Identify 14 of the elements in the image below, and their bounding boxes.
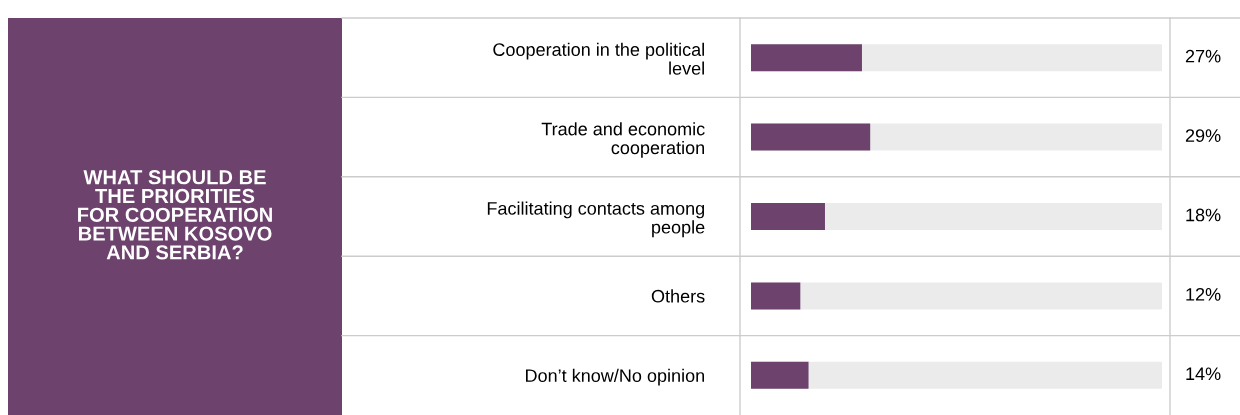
y-tick-label: Others — [651, 289, 705, 303]
data-label: 27% — [1185, 49, 1221, 63]
data-label: 29% — [1185, 129, 1221, 142]
text: WHAT SHOULD BE THE PRIORITIES FOR COOPERATION BETWEEN KOSOVO AND SERBIA? — [78, 170, 272, 260]
data-label: 14% — [1186, 367, 1221, 381]
data-label: 12% — [1186, 287, 1221, 301]
y-tick-label: Trade and economic cooperation — [541, 122, 705, 158]
bar — [751, 282, 801, 310]
bar — [751, 361, 809, 389]
data-label: 18% — [1186, 208, 1221, 222]
y-tick-label: Facilitating contacts among people — [487, 201, 705, 238]
y-tick-label: Cooperation in the political level — [493, 42, 704, 75]
bar — [751, 203, 825, 230]
y-tick-label: Don’t know/No opinion — [526, 368, 704, 386]
